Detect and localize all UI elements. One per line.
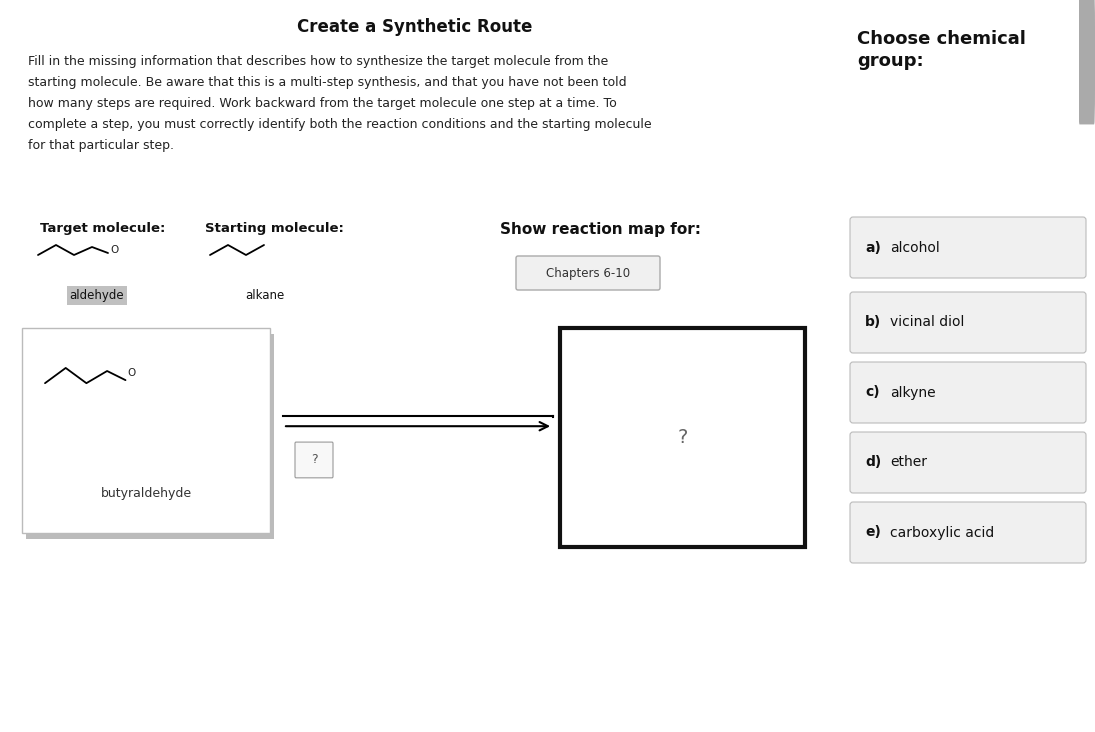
FancyBboxPatch shape: [850, 502, 1086, 563]
FancyBboxPatch shape: [22, 328, 270, 534]
Text: c): c): [865, 386, 879, 400]
Text: ether: ether: [890, 455, 927, 469]
Text: Show reaction map for:: Show reaction map for:: [500, 222, 701, 237]
Text: Fill in the missing information that describes how to synthesize the target mole: Fill in the missing information that des…: [28, 55, 608, 68]
Text: Target molecule:: Target molecule:: [41, 222, 165, 235]
Text: butyraldehyde: butyraldehyde: [101, 487, 192, 500]
Text: for that particular step.: for that particular step.: [28, 139, 174, 152]
Text: how many steps are required. Work backward from the target molecule one step at : how many steps are required. Work backwa…: [28, 97, 616, 110]
FancyBboxPatch shape: [516, 256, 660, 290]
Text: ?: ?: [678, 428, 688, 447]
Text: alcohol: alcohol: [890, 241, 940, 255]
Text: complete a step, you must correctly identify both the reaction conditions and th: complete a step, you must correctly iden…: [28, 118, 652, 131]
Text: O: O: [128, 368, 136, 378]
Text: e): e): [865, 526, 880, 539]
Text: Create a Synthetic Route: Create a Synthetic Route: [298, 18, 532, 36]
Text: aldehyde: aldehyde: [70, 289, 125, 302]
FancyBboxPatch shape: [850, 217, 1086, 278]
FancyBboxPatch shape: [295, 442, 333, 478]
FancyBboxPatch shape: [850, 362, 1086, 423]
FancyBboxPatch shape: [560, 328, 805, 547]
Text: carboxylic acid: carboxylic acid: [890, 526, 994, 539]
Text: vicinal diol: vicinal diol: [890, 315, 965, 329]
Text: a): a): [865, 241, 880, 255]
FancyBboxPatch shape: [26, 334, 274, 539]
FancyBboxPatch shape: [1079, 0, 1095, 124]
Text: Choose chemical
group:: Choose chemical group:: [857, 30, 1026, 70]
Text: Chapters 6-10: Chapters 6-10: [546, 266, 630, 280]
Text: ?: ?: [311, 453, 318, 466]
FancyBboxPatch shape: [850, 432, 1086, 493]
Text: d): d): [865, 455, 881, 469]
Text: alkane: alkane: [245, 289, 285, 302]
Text: Starting molecule:: Starting molecule:: [205, 222, 344, 235]
Text: alkyne: alkyne: [890, 386, 935, 400]
Text: b): b): [865, 315, 881, 329]
Text: starting molecule. Be aware that this is a multi-step synthesis, and that you ha: starting molecule. Be aware that this is…: [28, 76, 626, 89]
Text: O: O: [110, 245, 118, 255]
FancyBboxPatch shape: [850, 292, 1086, 353]
